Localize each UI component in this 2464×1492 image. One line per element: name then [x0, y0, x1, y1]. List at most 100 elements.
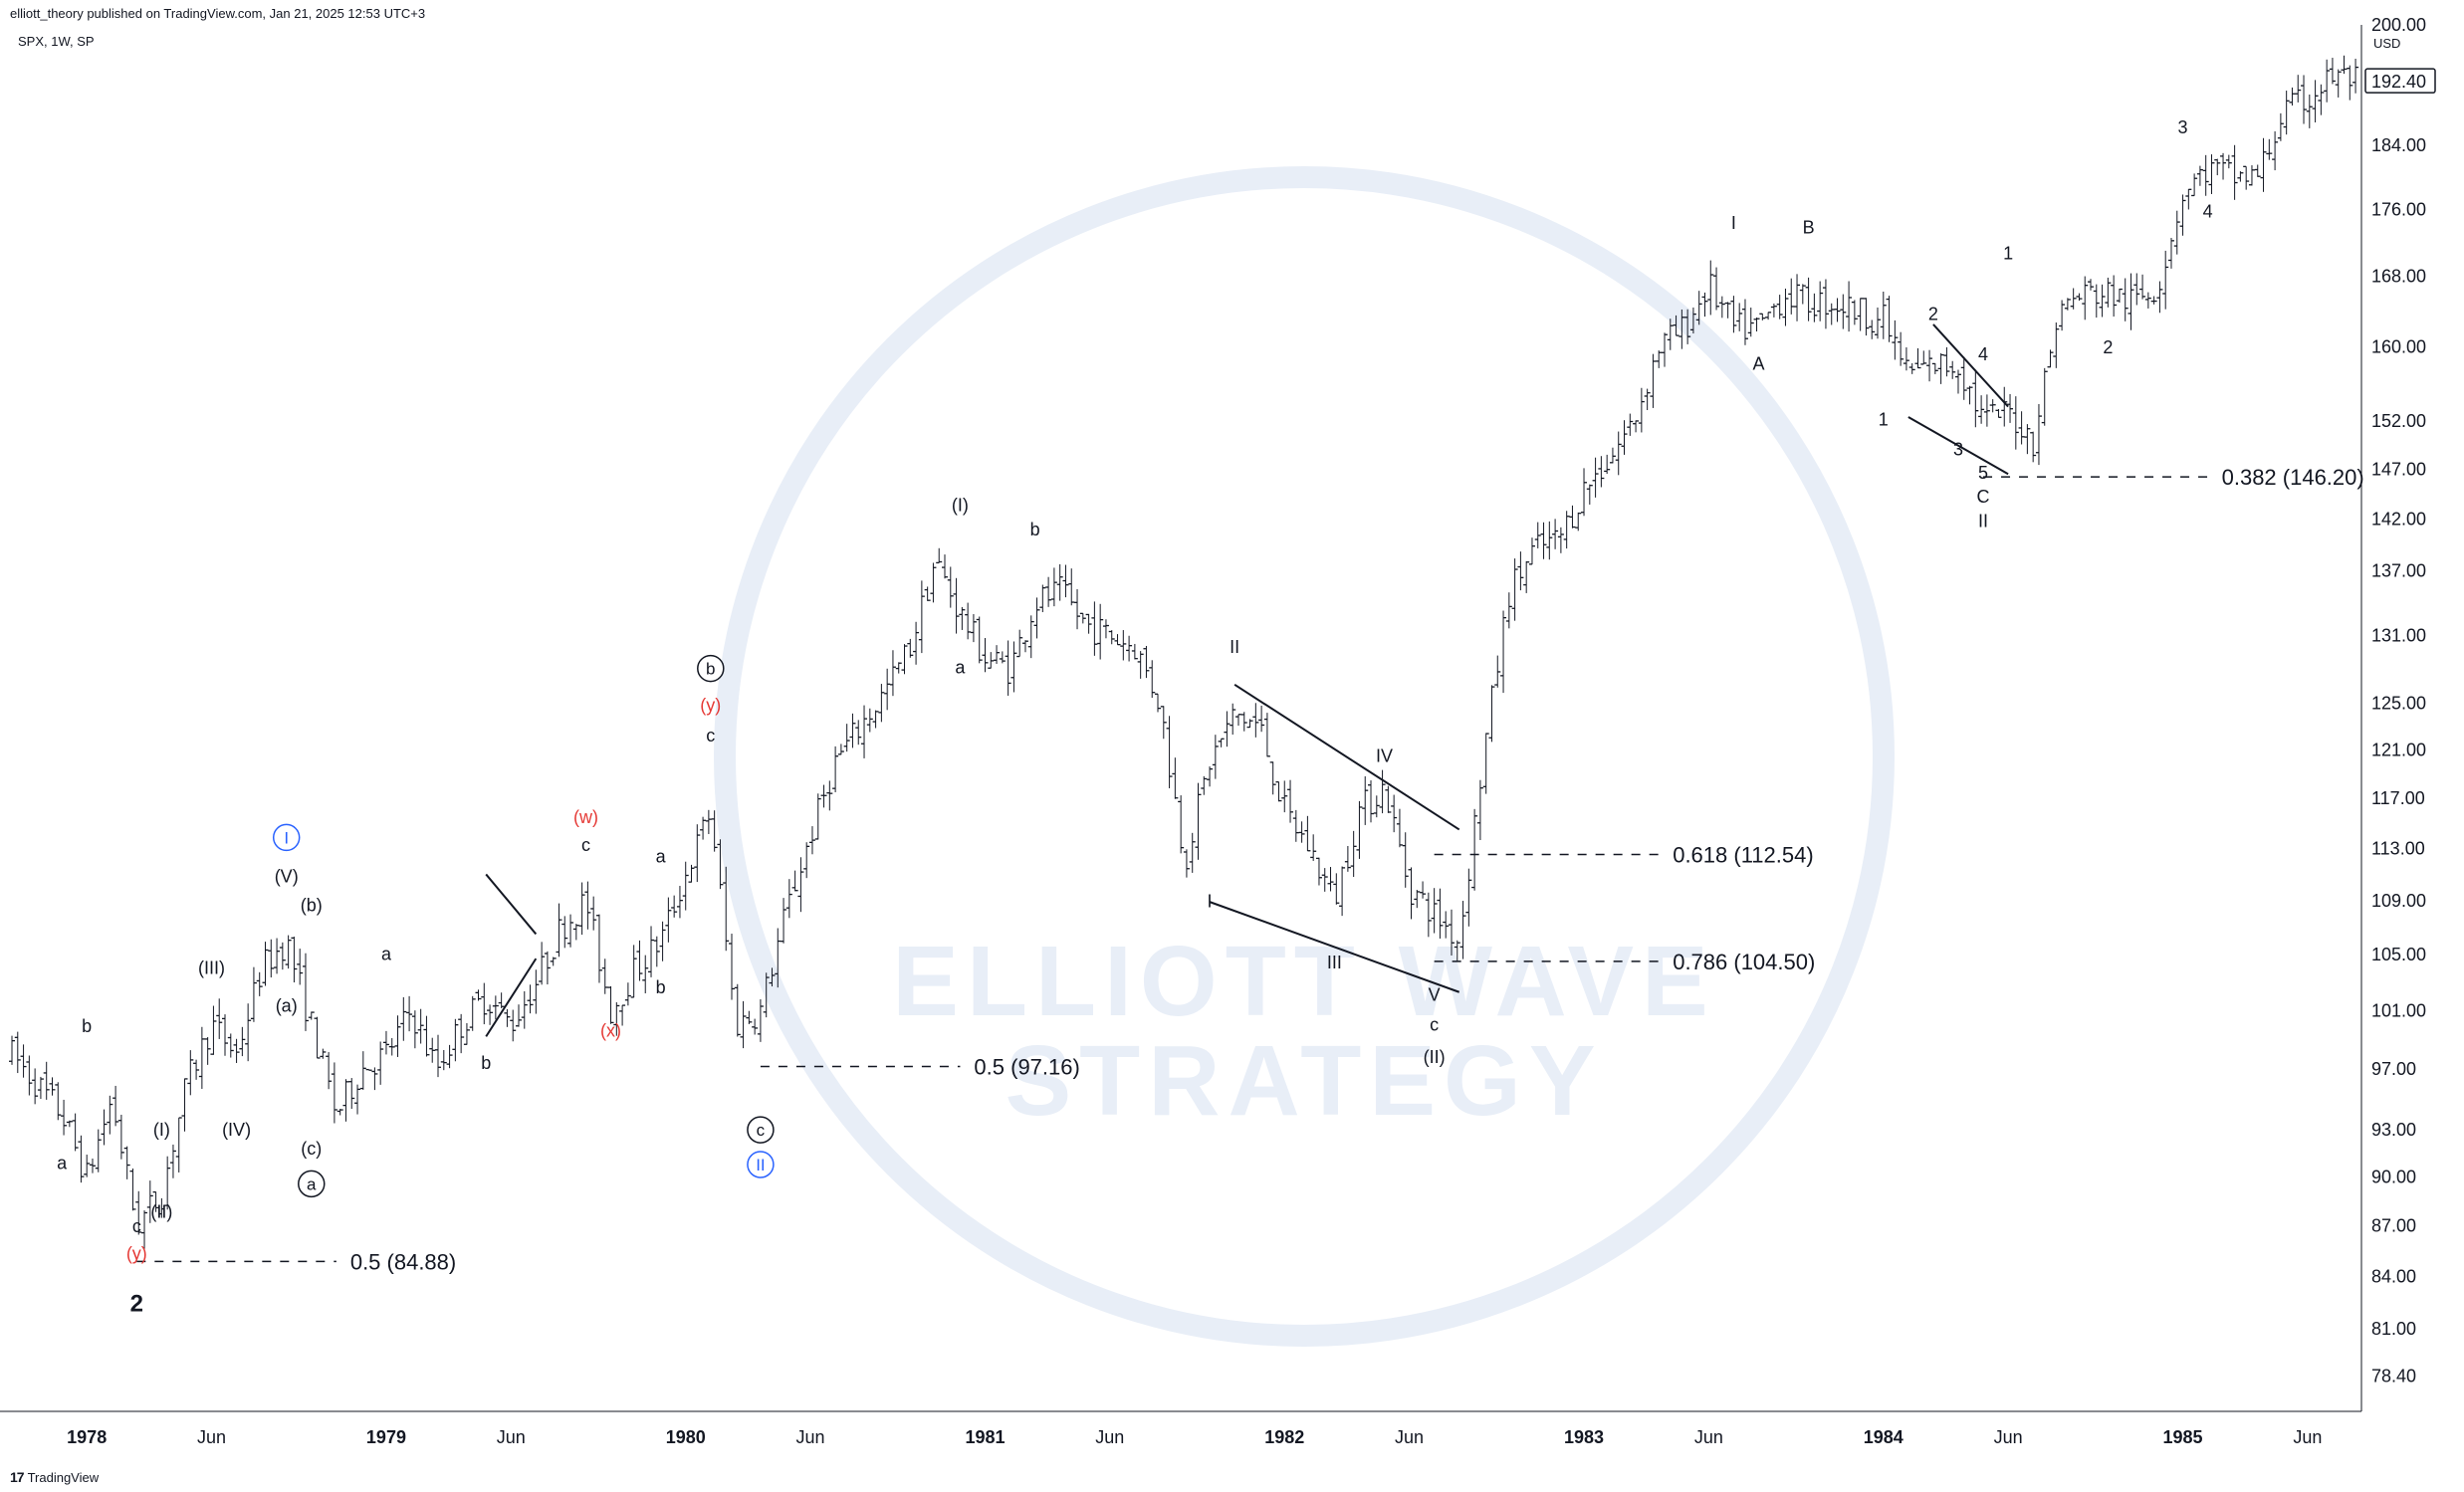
price-tick-label: 131.00 — [2371, 625, 2426, 645]
candle — [359, 1051, 366, 1090]
candle — [1021, 640, 1028, 653]
candle — [1695, 291, 1702, 325]
wave-label-text: (IV) — [222, 1120, 251, 1140]
wave-label: a — [57, 1153, 68, 1172]
wave-label: (II) — [1424, 1047, 1446, 1067]
candle — [1131, 643, 1138, 660]
wave-label-text: B — [1803, 217, 1815, 237]
wave-label: b — [481, 1053, 491, 1073]
fib-level[interactable]: 0.5 (84.88) — [136, 1249, 456, 1274]
candle — [1581, 468, 1588, 517]
candle — [1679, 309, 1685, 349]
wave-label-text: (y) — [700, 695, 721, 715]
candle — [250, 966, 257, 1022]
candle — [1995, 408, 2002, 418]
candle — [861, 705, 868, 758]
tradingview-logo-icon: 17 — [10, 1469, 25, 1485]
candle — [1482, 733, 1489, 794]
price-tick-label: 200.00 — [2371, 15, 2426, 35]
candle — [274, 938, 281, 974]
candle — [653, 936, 660, 967]
time-tick-label: Jun — [497, 1427, 526, 1447]
price-tick-label: 117.00 — [2371, 788, 2425, 808]
candle — [411, 1010, 418, 1049]
time-axis[interactable]: 1978 Jun 1979 Jun 1980 Jun 1981 Jun 1982 Jun 1983 J… — [67, 1427, 2322, 1447]
wave-label-text: c — [581, 835, 590, 855]
candle — [1505, 592, 1512, 629]
candle — [1863, 298, 1870, 336]
candle — [1857, 298, 1864, 331]
candle — [146, 1180, 153, 1223]
candle — [1627, 413, 1634, 436]
candle — [1817, 281, 1824, 321]
wave-label-text: 2 — [130, 1290, 143, 1317]
fib-level[interactable]: 0.382 (146.20) — [1983, 465, 2364, 490]
wave-label: (y) — [700, 695, 721, 715]
candle — [1160, 706, 1167, 740]
candle — [233, 1038, 240, 1063]
wave-label: IV — [1376, 746, 1393, 765]
fib-level[interactable]: 0.618 (112.54) — [1434, 842, 1814, 867]
time-tick-label: 1984 — [1864, 1427, 1904, 1447]
wave-label-text: 3 — [2178, 117, 2188, 137]
candle — [498, 992, 505, 1008]
candle — [1396, 808, 1403, 848]
candle — [89, 1159, 96, 1173]
candle — [210, 1005, 217, 1055]
time-tick-label: Jun — [1395, 1427, 1424, 1447]
candle — [1799, 284, 1806, 305]
candle — [406, 995, 413, 1032]
candle — [1563, 511, 1570, 549]
candle — [866, 708, 873, 733]
candle — [769, 967, 776, 987]
wave-label: 2 — [130, 1290, 143, 1317]
candle — [1420, 881, 1427, 899]
wave-label: (III) — [198, 958, 225, 977]
candle — [1782, 288, 1789, 326]
price-axis[interactable]: USD 200.00 192.40 184.00 176.00 168.00 160.00… — [2364, 15, 2436, 1385]
watermark-ring — [714, 166, 1895, 1347]
candle — [1275, 780, 1282, 802]
candle — [797, 857, 804, 913]
fib-level[interactable]: 0.5 (97.16) — [760, 1054, 1080, 1079]
wave-label: c — [706, 726, 715, 746]
fib-label: 0.382 (146.20) — [2222, 465, 2364, 490]
fib-level[interactable]: 0.786 (104.50) — [1434, 950, 1816, 974]
price-tick-label: 78.40 — [2371, 1366, 2416, 1385]
candle — [1903, 346, 1909, 371]
watermark-line-2: STRATEGY — [1005, 1025, 1603, 1137]
candle — [1592, 457, 1599, 498]
wave-label-circle — [747, 1116, 775, 1144]
candle — [169, 1144, 176, 1178]
candle — [78, 1135, 85, 1183]
candle — [1207, 766, 1214, 787]
candle — [1010, 641, 1017, 693]
candle — [2318, 84, 2325, 115]
candle — [533, 969, 540, 1014]
candle — [619, 1004, 626, 1026]
candle — [314, 1016, 321, 1059]
tradingview-brand[interactable]: 17 TradingView — [10, 1469, 99, 1485]
candle — [1166, 716, 1173, 788]
candle — [2064, 298, 2071, 311]
candle — [1425, 892, 1432, 938]
candle — [1741, 299, 1748, 345]
candle — [965, 602, 972, 640]
price-tick-label: 152.00 — [2371, 411, 2426, 431]
candle — [2162, 250, 2169, 310]
candle — [1834, 298, 1841, 322]
candle — [705, 809, 712, 834]
wave-label: (I) — [153, 1120, 170, 1140]
wave-label-text: b — [706, 660, 715, 679]
candle — [1126, 635, 1133, 662]
wave-label-text: c — [706, 726, 715, 746]
wave-label: a — [656, 847, 667, 867]
candle — [1310, 834, 1317, 861]
wave-label: b — [1030, 520, 1040, 539]
wave-label: a — [381, 945, 392, 964]
candle — [1454, 940, 1460, 962]
candle — [1304, 815, 1311, 852]
candle — [1379, 769, 1386, 814]
candle — [2301, 75, 2308, 124]
